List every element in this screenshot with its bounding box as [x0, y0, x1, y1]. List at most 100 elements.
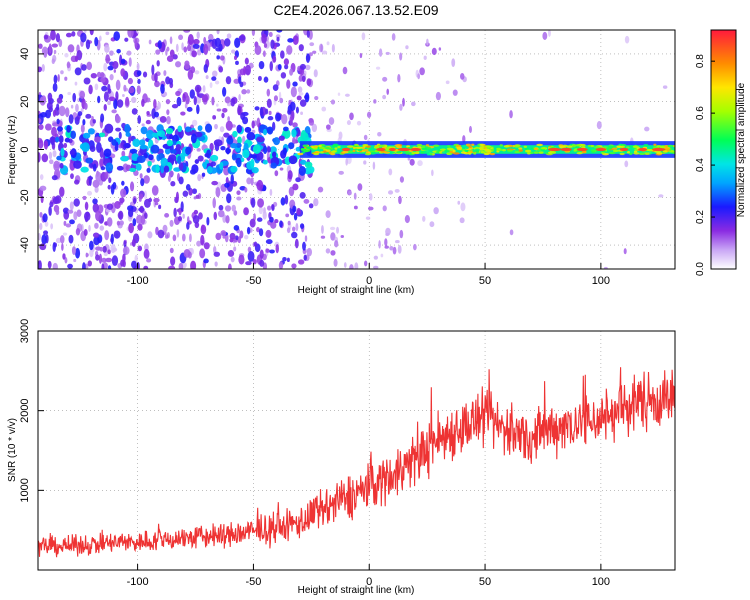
- spectrogram-noise-point: [75, 247, 81, 259]
- spectrogram-noise-point: [110, 233, 114, 245]
- spectrogram-noise-point: [367, 206, 374, 211]
- spectrogram-noise-point: [250, 177, 254, 186]
- spectrogram-noise-point: [54, 195, 62, 204]
- spectrogram-noise-point: [262, 50, 266, 57]
- spectrogram-noise-point: [337, 92, 341, 96]
- spectrogram-noise-point: [238, 254, 245, 265]
- spectrogram-noise-point: [120, 68, 126, 77]
- spectrogram-noise-point: [460, 202, 466, 212]
- spectrogram-signal-point: [164, 147, 171, 155]
- spectrogram-ridge-point: [612, 149, 619, 153]
- spectrogram-noise-point: [89, 145, 96, 153]
- spectrogram-ridge-point: [575, 143, 582, 147]
- spectrogram-noise-point: [227, 249, 235, 257]
- spectrogram-hot-spot: [341, 147, 351, 152]
- spectrogram-noise-point: [191, 119, 198, 127]
- spectrogram-noise-point: [84, 102, 88, 110]
- spectrogram-noise-point: [69, 201, 74, 211]
- spectrogram-noise-point: [263, 76, 269, 83]
- spectrogram-noise-point: [334, 240, 339, 248]
- spectrogram-ridge-point: [446, 152, 453, 156]
- spectrogram-ridge-point: [352, 146, 356, 150]
- spectrogram-noise-point: [372, 161, 376, 170]
- spectrogram-ridge-point: [472, 149, 477, 153]
- spectrogram-noise-point: [265, 248, 270, 253]
- spectrogram-noise-point: [75, 228, 81, 236]
- spectrogram-noise-point: [253, 241, 258, 247]
- spectrogram-noise-point: [52, 109, 57, 117]
- spectrogram-noise-point: [192, 188, 197, 195]
- spectrogram-noise-point: [409, 158, 415, 166]
- spectrogram-noise-point: [269, 216, 274, 223]
- spectrogram-ridge-point: [331, 150, 336, 153]
- spectrogram-noise-point: [658, 194, 664, 198]
- spectrogram-noise-point: [39, 212, 43, 218]
- spectrogram-noise-point: [157, 40, 162, 49]
- spectrogram-ridge-point: [668, 150, 675, 153]
- spectrogram-ridge-point: [325, 146, 330, 150]
- spectrogram-hot-spot: [397, 147, 411, 152]
- spectrogram-noise-point: [143, 190, 148, 200]
- spectrogram-ridge-point: [446, 145, 451, 148]
- spectrogram-noise-point: [378, 48, 383, 57]
- spectrogram-noise-point: [269, 249, 275, 254]
- spectrogram-noise-point: [107, 249, 111, 255]
- spectrogram-noise-point: [38, 139, 44, 149]
- spectrogram-noise-point: [92, 198, 98, 205]
- spectrogram-hot-spot: [388, 147, 396, 152]
- spectrogram-signal-point: [175, 143, 181, 151]
- spectrogram-noise-point: [336, 226, 340, 234]
- spectrogram-noise-point: [56, 103, 60, 111]
- spectrogram-noise-point: [129, 181, 135, 192]
- spectrogram-noise-point: [73, 198, 80, 207]
- spectrogram-signal-point: [173, 167, 181, 172]
- spectrogram-noise-point: [280, 72, 287, 79]
- spectrogram-noise-point: [159, 115, 167, 123]
- spectrogram-noise-point: [267, 115, 274, 121]
- spectrogram-noise-point: [153, 111, 160, 118]
- spectrogram-noise-point: [151, 185, 159, 196]
- spectrogram-noise-point: [42, 213, 48, 223]
- spectrogram-noise-point: [257, 75, 262, 82]
- spectrogram-marks: [38, 30, 675, 269]
- spectrogram-noise-point: [321, 224, 324, 234]
- spectrogram-noise-point: [251, 120, 255, 129]
- spectrogram-noise-point: [48, 151, 53, 160]
- spectrogram-noise-point: [445, 80, 450, 85]
- spectrogram-noise-point: [186, 106, 193, 112]
- spectrogram-noise-point: [108, 177, 112, 184]
- spectrogram-noise-point: [166, 46, 170, 52]
- spectrogram-ridge-point: [489, 152, 496, 156]
- spectrogram-ridge-point: [314, 145, 318, 148]
- spectrogram-noise-point: [256, 226, 261, 233]
- spectrogram-noise-point: [259, 259, 265, 267]
- spectrogram-noise-point: [292, 205, 297, 213]
- snr-x-tick-label: 100: [592, 576, 610, 588]
- spectrogram-noise-point: [202, 85, 206, 93]
- spectrogram-noise-point: [244, 187, 248, 193]
- spectrogram-noise-point: [226, 33, 232, 39]
- spectrogram-noise-point: [438, 47, 442, 51]
- spectrogram-noise-point: [151, 64, 155, 75]
- spectrogram-signal-point: [69, 149, 75, 156]
- spectrogram-noise-point: [63, 220, 67, 226]
- spectrogram-noise-point: [230, 97, 236, 107]
- spectrogram-noise-point: [298, 44, 304, 52]
- spectrogram-signal-point: [190, 133, 197, 144]
- spectrogram-noise-point: [60, 235, 65, 244]
- spectrogram-noise-point: [107, 265, 112, 269]
- spectrogram-noise-point: [197, 173, 202, 182]
- spectrogram-noise-point: [230, 174, 234, 185]
- spectrogram-noise-point: [214, 261, 218, 267]
- spectrogram-signal-point: [232, 130, 238, 138]
- spectrogram-ridge-point: [369, 147, 373, 151]
- spectrogram-ridge-point: [608, 145, 615, 149]
- spectrogram-noise-point: [172, 54, 178, 60]
- spectrogram-noise-point: [127, 77, 133, 85]
- spectrogram-noise-point: [68, 234, 74, 244]
- spectrogram-noise-point: [242, 116, 249, 125]
- spectrogram-noise-point: [429, 221, 435, 228]
- spectrogram-ridge-point: [388, 151, 395, 154]
- spectrogram-noise-point: [235, 235, 239, 241]
- spectrogram-noise-point: [224, 182, 230, 188]
